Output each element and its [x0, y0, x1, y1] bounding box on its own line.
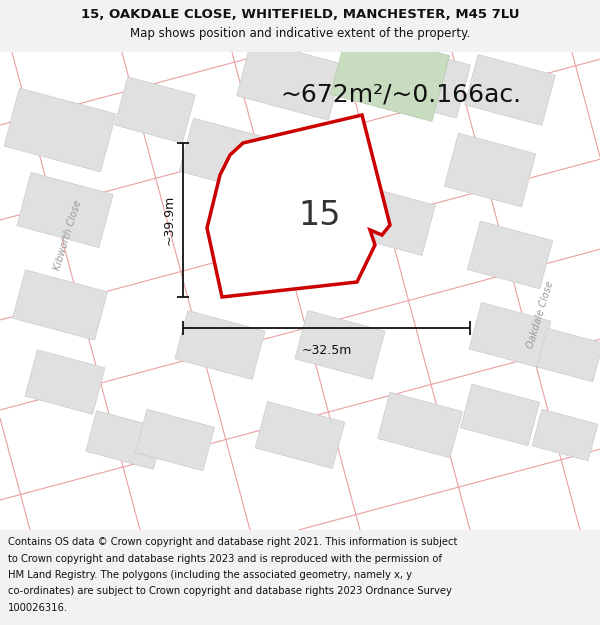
Polygon shape — [4, 88, 116, 172]
Polygon shape — [115, 77, 195, 143]
Polygon shape — [262, 182, 358, 258]
Polygon shape — [13, 270, 107, 340]
Polygon shape — [537, 328, 600, 382]
Polygon shape — [236, 40, 343, 120]
Polygon shape — [179, 118, 271, 192]
Polygon shape — [255, 401, 345, 469]
Text: co-ordinates) are subject to Crown copyright and database rights 2023 Ordnance S: co-ordinates) are subject to Crown copyr… — [8, 586, 452, 596]
Polygon shape — [464, 54, 556, 126]
Text: Oakdale Close: Oakdale Close — [525, 280, 555, 350]
Text: Contains OS data © Crown copyright and database right 2021. This information is : Contains OS data © Crown copyright and d… — [8, 537, 457, 547]
Text: Kibworth Close: Kibworth Close — [53, 199, 83, 271]
Polygon shape — [460, 384, 539, 446]
Text: 15, OAKDALE CLOSE, WHITEFIELD, MANCHESTER, M45 7LU: 15, OAKDALE CLOSE, WHITEFIELD, MANCHESTE… — [81, 8, 519, 21]
Polygon shape — [207, 115, 390, 297]
Polygon shape — [295, 311, 385, 379]
Polygon shape — [444, 133, 536, 207]
Polygon shape — [25, 350, 105, 414]
Polygon shape — [175, 311, 265, 379]
Text: Map shows position and indicative extent of the property.: Map shows position and indicative extent… — [130, 28, 470, 41]
Polygon shape — [86, 411, 164, 469]
Polygon shape — [377, 392, 463, 458]
Text: 100026316.: 100026316. — [8, 603, 68, 613]
Polygon shape — [532, 409, 598, 461]
Text: ~32.5m: ~32.5m — [301, 344, 352, 356]
Polygon shape — [344, 184, 436, 256]
Text: ~672m²/~0.166ac.: ~672m²/~0.166ac. — [280, 83, 521, 107]
Polygon shape — [136, 409, 215, 471]
Polygon shape — [469, 302, 551, 368]
Polygon shape — [17, 173, 113, 248]
Text: ~39.9m: ~39.9m — [163, 195, 176, 245]
Polygon shape — [467, 221, 553, 289]
Text: HM Land Registry. The polygons (including the associated geometry, namely x, y: HM Land Registry. The polygons (includin… — [8, 570, 412, 580]
Text: 15: 15 — [299, 199, 341, 231]
Text: to Crown copyright and database rights 2023 and is reproduced with the permissio: to Crown copyright and database rights 2… — [8, 554, 442, 564]
Polygon shape — [331, 29, 449, 121]
Polygon shape — [0, 52, 600, 530]
Polygon shape — [370, 42, 470, 118]
